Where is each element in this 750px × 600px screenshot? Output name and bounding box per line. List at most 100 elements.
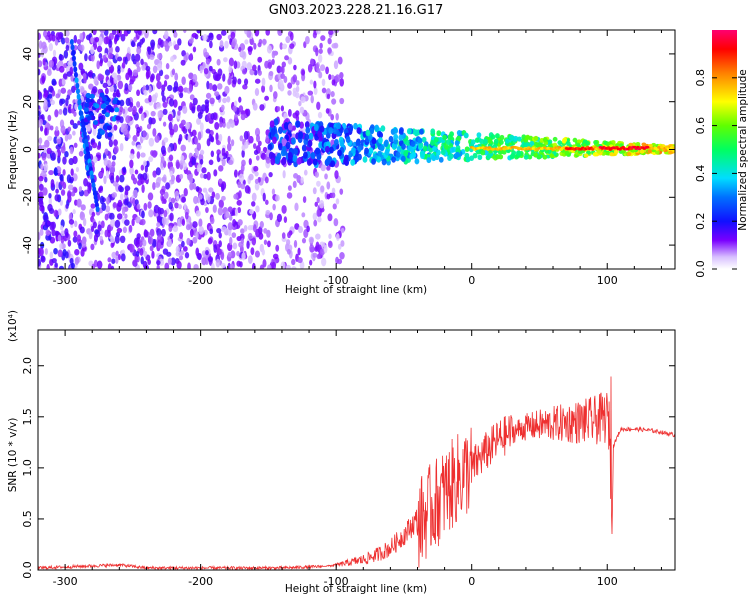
spectrogram-cell bbox=[197, 30, 201, 34]
spectrogram-cell bbox=[64, 30, 70, 37]
spectrogram-cell bbox=[83, 76, 87, 84]
spectrogram-cell bbox=[236, 250, 240, 257]
spectrogram-cell bbox=[253, 165, 259, 172]
snr-xtick-label: 100 bbox=[597, 575, 618, 588]
spectrogram-cell bbox=[96, 60, 101, 70]
spectrogram-cell bbox=[251, 237, 257, 246]
spectrogram-xtick-label: 0 bbox=[468, 274, 475, 287]
spectrogram-cell bbox=[175, 245, 180, 254]
spectrogram-cell bbox=[86, 115, 92, 121]
spectrogram-cell bbox=[41, 151, 47, 161]
spectrogram-cell bbox=[38, 152, 41, 159]
spectrogram-cell bbox=[187, 173, 192, 181]
spectrogram-cell bbox=[564, 150, 570, 156]
spectrogram-cell bbox=[332, 127, 338, 135]
spectrogram-cell bbox=[125, 97, 131, 107]
spectrogram-xlabel: Height of straight line (km) bbox=[285, 284, 427, 296]
spectrogram-cell bbox=[295, 120, 301, 128]
spectrogram-cell bbox=[304, 121, 310, 129]
spectrogram-cell bbox=[287, 57, 293, 65]
spectrogram-cell bbox=[319, 125, 325, 133]
spectrogram-cell bbox=[239, 261, 243, 268]
spectrogram-cell bbox=[320, 164, 326, 172]
spectrogram-cell bbox=[398, 134, 404, 141]
spectrogram-cell bbox=[77, 120, 81, 126]
spectrogram-cell bbox=[38, 137, 43, 145]
spectrogram-cell bbox=[38, 32, 41, 41]
spectrogram-cell bbox=[54, 109, 59, 118]
spectrogram-cell bbox=[212, 84, 218, 92]
spectrogram-cell bbox=[58, 54, 65, 61]
spectrogram-cell bbox=[280, 105, 285, 112]
spectrogram-cell bbox=[238, 173, 245, 183]
spectrogram-cell bbox=[268, 171, 273, 178]
spectrogram-cell bbox=[209, 216, 215, 225]
spectrogram-cell bbox=[211, 191, 216, 199]
spectrogram-cell bbox=[41, 41, 47, 50]
spectrogram-cell bbox=[420, 150, 426, 157]
spectrogram-cell bbox=[120, 33, 126, 42]
spectrogram-cell bbox=[170, 197, 176, 204]
spectrogram-cell bbox=[130, 76, 136, 83]
spectrogram-cell bbox=[407, 145, 412, 152]
spectrogram-cell bbox=[254, 250, 260, 258]
spectrogram-cell bbox=[246, 240, 250, 249]
spectrogram-cell bbox=[227, 222, 233, 231]
spectrogram-cell bbox=[58, 265, 65, 269]
spectrogram-cell bbox=[254, 171, 259, 177]
spectrogram-cell bbox=[493, 138, 499, 145]
spectrogram-cell bbox=[257, 42, 262, 48]
spectrogram-cell bbox=[75, 82, 80, 89]
spectrogram-cell bbox=[205, 206, 209, 214]
spectrogram-cell bbox=[232, 242, 238, 250]
spectrogram-cell bbox=[146, 69, 151, 79]
spectrogram-cell bbox=[54, 129, 60, 137]
spectrogram-cell bbox=[257, 56, 263, 63]
spectrogram-cell bbox=[97, 36, 103, 45]
spectrogram-cell bbox=[167, 257, 173, 265]
spectrogram-cell bbox=[339, 97, 345, 105]
spectrogram-cell bbox=[262, 192, 266, 202]
spectrogram-cell bbox=[252, 143, 257, 149]
spectrogram-cell bbox=[226, 142, 232, 152]
spectrogram-cell bbox=[365, 129, 371, 137]
spectrogram-cell bbox=[163, 209, 168, 218]
spectrogram-cell bbox=[183, 203, 187, 210]
spectrogram-cell bbox=[135, 216, 141, 224]
spectrogram-cell bbox=[469, 155, 475, 161]
spectrogram-cell bbox=[647, 149, 653, 154]
spectrogram-cell bbox=[182, 162, 188, 171]
spectrogram-cell bbox=[150, 150, 155, 156]
spectrogram-cell bbox=[122, 226, 128, 234]
spectrogram-cell bbox=[150, 42, 155, 51]
spectrogram-cell bbox=[114, 234, 120, 244]
spectrogram-cell bbox=[53, 167, 58, 176]
snr-ytick-label: 0.5 bbox=[21, 510, 34, 528]
spectrogram-cell bbox=[241, 68, 247, 75]
spectrogram-cell bbox=[161, 216, 167, 226]
spectrogram-cell bbox=[132, 105, 137, 115]
spectrogram-cell bbox=[117, 253, 121, 261]
spectrogram-cell bbox=[55, 126, 59, 132]
spectrogram-cell bbox=[283, 75, 288, 84]
snr-ylabel: SNR (10 * v/v) bbox=[7, 418, 19, 493]
spectrogram-cell bbox=[215, 192, 220, 200]
spectrogram-cell bbox=[440, 149, 446, 156]
spectrogram-cell bbox=[254, 182, 260, 191]
spectrogram-cell bbox=[281, 43, 288, 50]
spectrogram-cell bbox=[302, 196, 307, 203]
spectrogram-cell bbox=[53, 247, 58, 255]
spectrogram-cell bbox=[170, 257, 176, 266]
spectrogram-cell bbox=[124, 213, 128, 219]
spectrogram-cell bbox=[157, 242, 162, 249]
spectrogram-cell bbox=[294, 202, 299, 212]
spectrogram-cell bbox=[384, 149, 390, 156]
spectrogram-cell bbox=[99, 235, 103, 241]
spectrogram-cell bbox=[180, 119, 186, 126]
spectrogram-cell bbox=[167, 84, 173, 92]
spectrogram-cell bbox=[74, 248, 80, 256]
snr-ytick-label: 1.5 bbox=[21, 408, 34, 426]
spectrogram-cell bbox=[88, 230, 93, 240]
spectrogram-cell bbox=[422, 145, 428, 152]
spectrogram-cell bbox=[136, 203, 141, 210]
